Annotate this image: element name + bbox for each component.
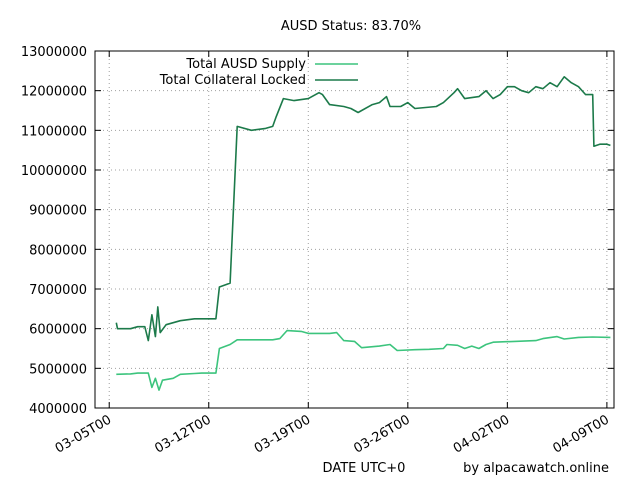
x-axis-label: DATE UTC+0 bbox=[323, 461, 406, 476]
series-layer bbox=[115, 76, 611, 391]
legend-label-2: Total Collateral Locked bbox=[159, 73, 306, 88]
series-line-2 bbox=[115, 76, 611, 342]
y-tick-label: 12000000 bbox=[21, 85, 87, 100]
y-tick-label: 8000000 bbox=[29, 243, 87, 258]
y-tick-label: 11000000 bbox=[21, 124, 87, 139]
x-tick-label: 03-19T00 bbox=[252, 412, 313, 456]
grid-layer bbox=[95, 51, 614, 408]
x-tick-label: 03-26T00 bbox=[351, 412, 412, 456]
y-tick-label: 13000000 bbox=[21, 45, 87, 60]
x-tick-label: 03-05T00 bbox=[53, 412, 114, 456]
chart-title: AUSD Status: 83.70% bbox=[281, 19, 421, 34]
x-tick-label: 04-09T00 bbox=[550, 412, 611, 456]
x-tick-label: 04-02T00 bbox=[451, 412, 512, 456]
series-line-1 bbox=[116, 329, 611, 391]
y-tick-label: 9000000 bbox=[29, 204, 87, 219]
tick-layer: 4000000 5000000 6000000 7000000 8000000 90000… bbox=[21, 45, 614, 457]
legend-label-1: Total AUSD Supply bbox=[185, 57, 306, 72]
y-tick-label: 7000000 bbox=[29, 283, 87, 298]
y-tick-label: 6000000 bbox=[29, 323, 87, 338]
plot-frame bbox=[94, 50, 615, 409]
x-tick-label: 03-12T00 bbox=[152, 412, 213, 456]
credit-label: by alpacawatch.online bbox=[463, 461, 609, 476]
y-tick-label: 4000000 bbox=[29, 402, 87, 417]
y-tick-label: 10000000 bbox=[21, 164, 87, 179]
y-tick-label: 5000000 bbox=[29, 362, 87, 377]
